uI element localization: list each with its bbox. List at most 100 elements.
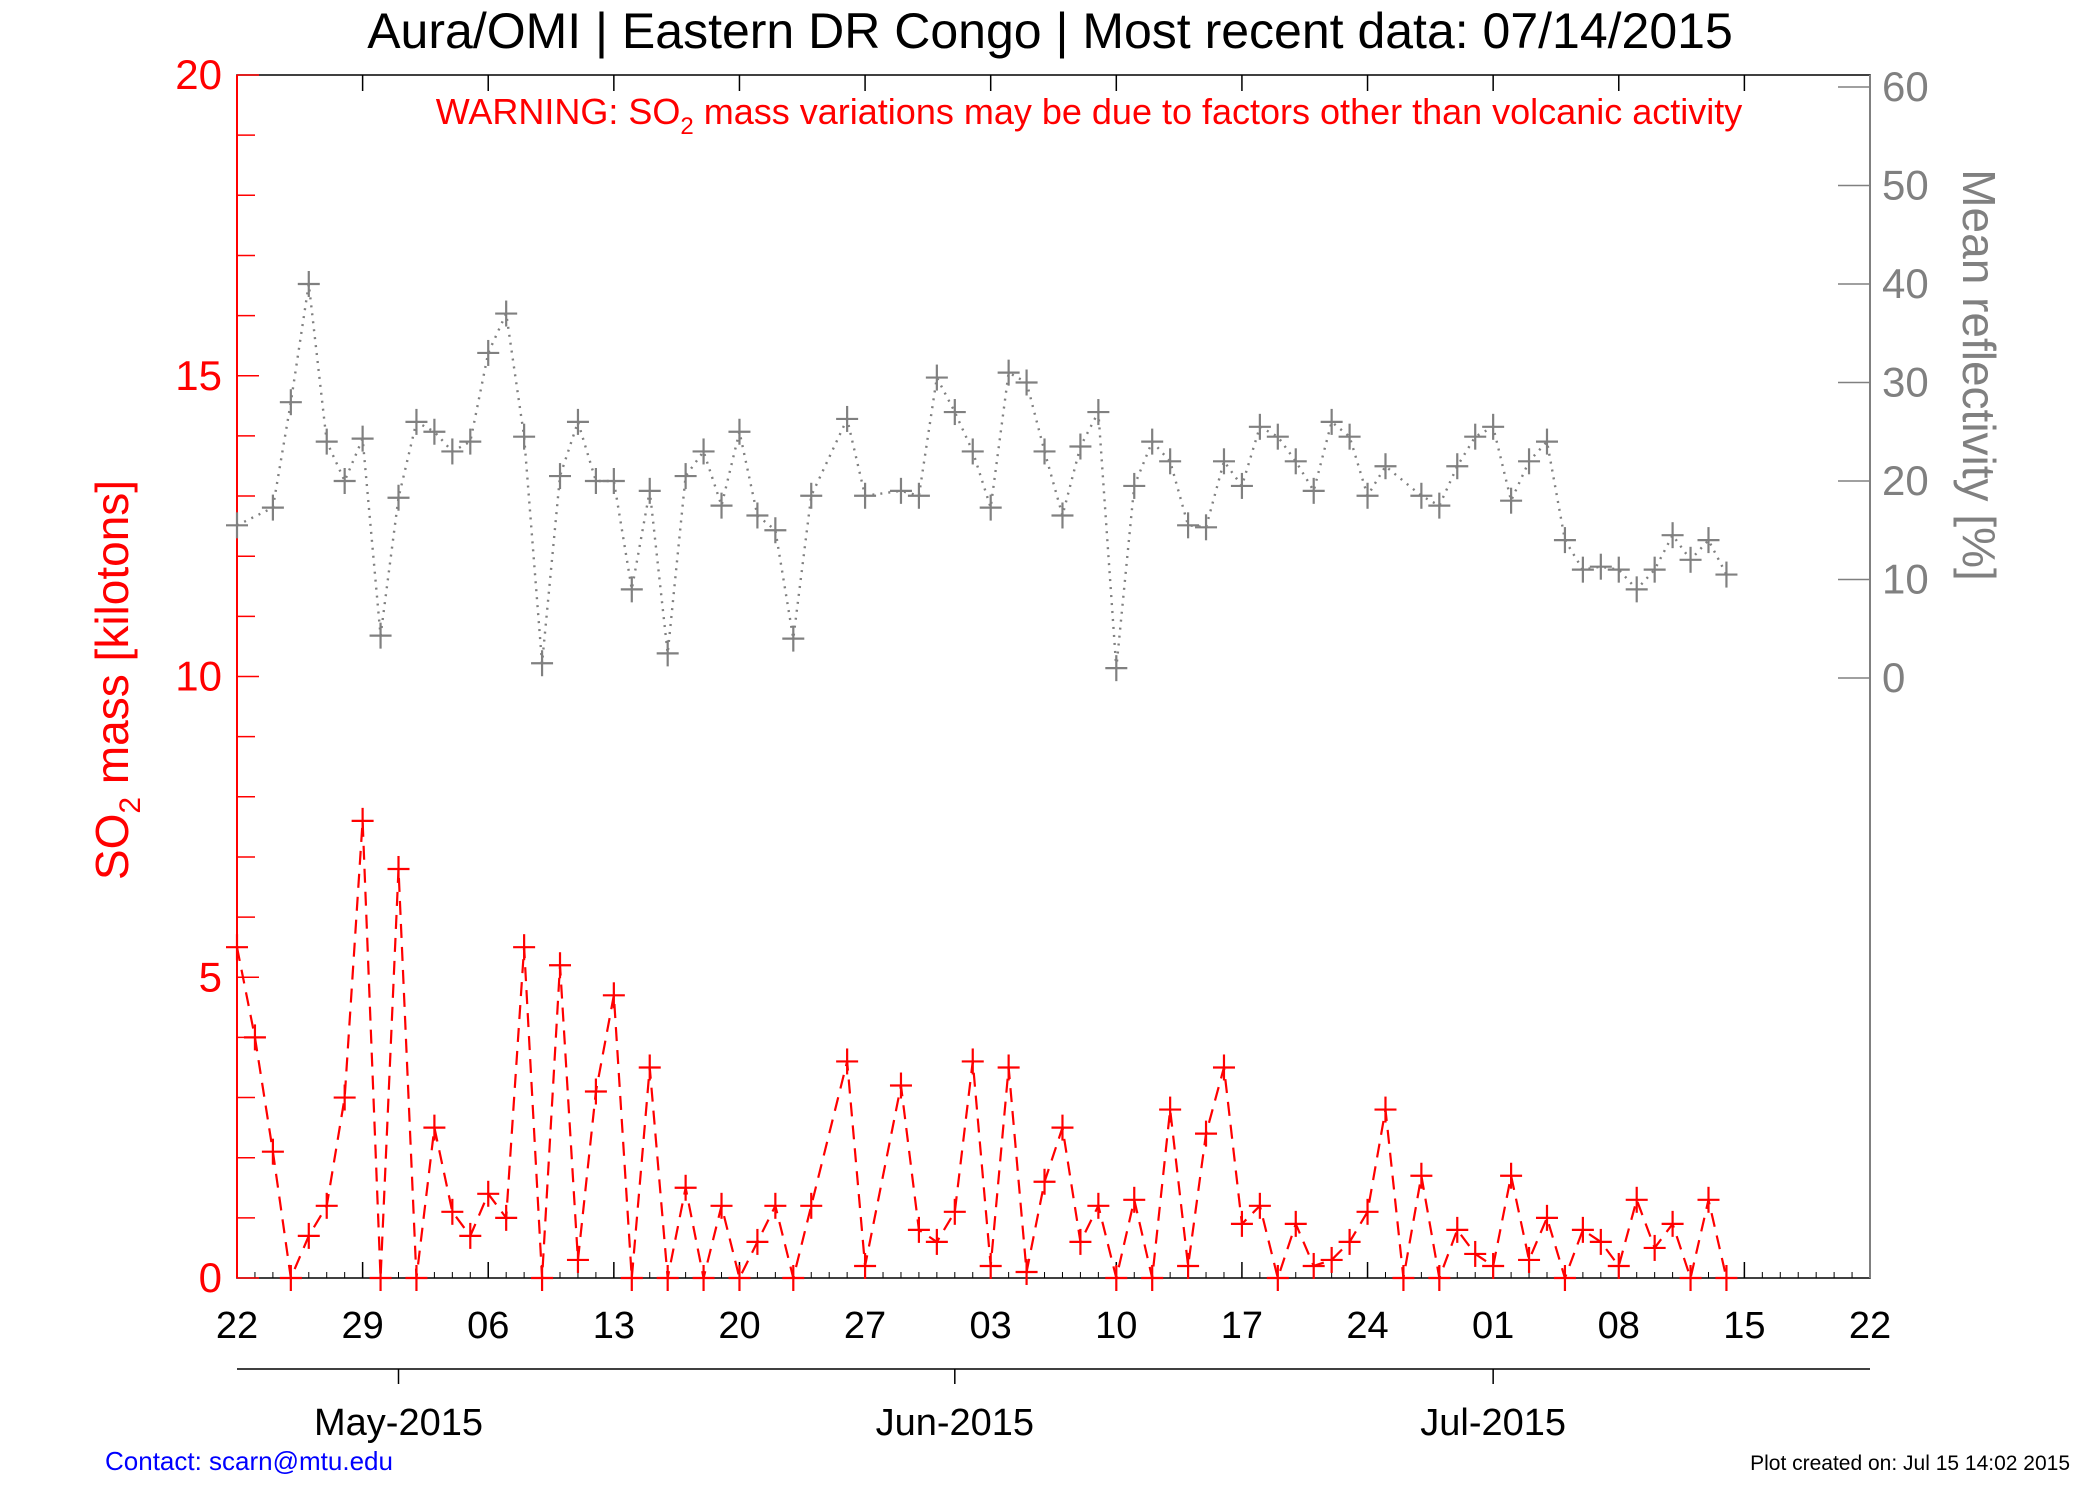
month-label: May-2015 [314, 1402, 483, 1444]
so2-point [1338, 1228, 1361, 1255]
so2-point [495, 1204, 518, 1231]
y-right-tick-label: 10 [1882, 556, 1929, 603]
so2-point [1410, 1162, 1433, 1189]
reflectivity-point [656, 640, 679, 667]
x-tick-label: 03 [970, 1305, 1012, 1347]
so2-point [1266, 1265, 1289, 1291]
so2-point [279, 1265, 302, 1291]
so2-point [351, 807, 374, 834]
so2-point [997, 1054, 1020, 1081]
y-left-axis-label: SO2 mass [kilotons] [86, 480, 147, 880]
x-tick-label: 01 [1472, 1305, 1514, 1347]
so2-point [656, 1265, 679, 1291]
so2-point [297, 1222, 320, 1249]
x-tick-label: 06 [467, 1305, 509, 1347]
so2-point [620, 1265, 643, 1291]
reflectivity-point [1105, 655, 1128, 682]
x-tick-label: 22 [1849, 1305, 1891, 1347]
plot-created-note: Plot created on: Jul 15 14:02 2015 [1750, 1452, 2070, 1475]
y-right-tick-label: 60 [1882, 63, 1929, 110]
reflectivity-point [1141, 428, 1164, 455]
reflectivity-point [1553, 527, 1576, 554]
so2-point [1123, 1186, 1146, 1213]
reflectivity-point [1338, 423, 1361, 450]
reflectivity-point [1535, 428, 1558, 455]
so2-point [1428, 1265, 1451, 1291]
reflectivity-point [1500, 487, 1523, 514]
so2-point [943, 1198, 966, 1225]
so2-point [925, 1228, 948, 1255]
reflectivity-point [997, 359, 1020, 386]
reflectivity-point [1069, 433, 1092, 460]
so2-point [369, 1265, 392, 1291]
so2-point [1195, 1120, 1218, 1147]
so2-point [638, 1054, 661, 1081]
y-left-tick-label: 15 [175, 352, 222, 399]
so2-point [746, 1228, 769, 1255]
so2-point [226, 934, 248, 961]
reflectivity-point [1428, 492, 1451, 519]
so2-point [243, 1024, 266, 1051]
reflectivity-point [1482, 413, 1505, 440]
so2-point [1446, 1216, 1469, 1243]
reflectivity-point [1679, 546, 1702, 573]
reflectivity-point [638, 477, 661, 504]
so2-point [979, 1252, 1002, 1279]
so2-point [566, 1246, 589, 1273]
so2-point [1464, 1240, 1487, 1267]
so2-point [782, 1265, 805, 1291]
reflectivity-point [925, 364, 948, 391]
so2-point [800, 1192, 823, 1219]
so2-point [1643, 1234, 1666, 1261]
y-right-axis-label: Mean reflectivity [%] [1953, 169, 2005, 581]
x-tick-label: 22 [216, 1305, 258, 1347]
so2-line [235, 820, 1728, 1283]
reflectivity-point [1464, 423, 1487, 450]
reflectivity-point [279, 389, 302, 416]
so2-point [531, 1265, 554, 1291]
x-tick-label: 15 [1723, 1305, 1765, 1347]
so2-point [387, 855, 410, 882]
so2-point [728, 1265, 751, 1291]
so2-point [1518, 1246, 1541, 1273]
so2-point [459, 1222, 482, 1249]
so2-point [1051, 1114, 1074, 1141]
reflectivity-point [692, 438, 715, 465]
reflectivity-point [728, 418, 751, 445]
reflectivity-point [566, 408, 589, 435]
so2-point [477, 1180, 500, 1207]
x-tick-label: 29 [341, 1305, 383, 1347]
so2-point [1553, 1265, 1576, 1291]
month-label: Jun-2015 [876, 1402, 1034, 1444]
x-tick-label: 20 [718, 1305, 760, 1347]
so2-point [1159, 1096, 1182, 1123]
x-tick-label: 10 [1095, 1305, 1137, 1347]
reflectivity-point [1195, 514, 1218, 541]
contact-link[interactable]: Contact: scarn@mtu.edu [105, 1446, 393, 1476]
so2-point [1015, 1258, 1038, 1285]
reflectivity-point [1051, 502, 1074, 529]
reflectivity-point [943, 399, 966, 426]
so2-point [584, 1078, 607, 1105]
reflectivity-point [1212, 448, 1235, 475]
reflectivity-point [351, 425, 374, 452]
reflectivity-point [1643, 556, 1666, 583]
reflectivity-point [369, 622, 392, 649]
reflectivity-point [333, 468, 356, 494]
so2-point [710, 1192, 733, 1219]
reflectivity-point [1446, 453, 1469, 480]
chart-title: Aura/OMI | Eastern DR Congo | Most recen… [367, 3, 1733, 59]
so2-point [907, 1216, 930, 1243]
so2-point [423, 1114, 446, 1141]
reflectivity-point [1625, 576, 1648, 603]
so2-point [836, 1048, 859, 1075]
reflectivity-point [800, 482, 823, 509]
reflectivity-point [854, 482, 877, 509]
reflectivity-point [1320, 408, 1343, 435]
so2-point [1320, 1246, 1343, 1273]
reflectivity-point [1697, 527, 1720, 554]
reflectivity-point [423, 418, 446, 445]
reflectivity-point [1015, 369, 1038, 396]
y-right-tick-label: 40 [1882, 260, 1929, 307]
